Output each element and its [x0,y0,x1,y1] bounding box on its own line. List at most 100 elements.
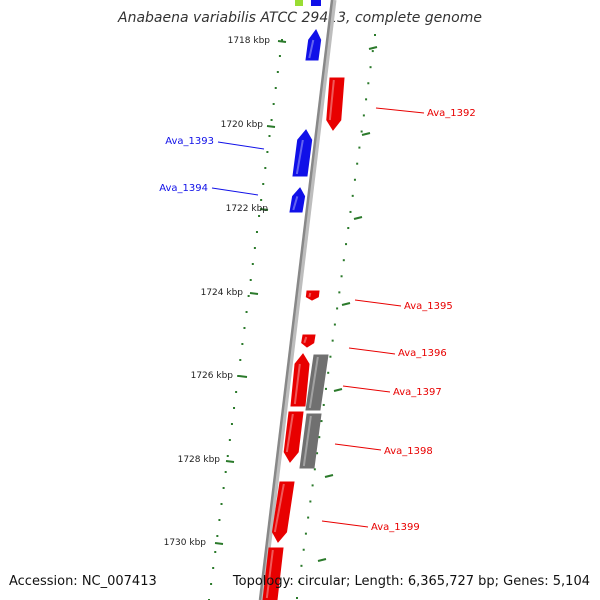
gene-arrow-forward[interactable] [290,353,310,407]
accession-text: Accession: NC_007413 [9,574,157,589]
outer-ring-dot [362,114,365,117]
inner-ring-dot [235,391,238,393]
outer-ring-dot [347,227,350,230]
gene-shading [308,39,315,59]
outer-ring-dot [369,66,372,69]
inner-ring-dot [272,103,275,105]
outer-ring-dot [298,580,301,583]
gene-arrow-reverse[interactable] [305,29,322,61]
outer-ring-dot [333,323,336,326]
outer-ring-dot [365,98,368,101]
inner-ring-dot [245,311,248,313]
outer-ring-dot [345,243,348,246]
gene-arrow[interactable] [289,187,306,213]
gene-label[interactable]: Ava_1394 [159,183,208,194]
inner-ring-dot [241,343,244,345]
scale-tick-label: 1730 kbp [164,538,207,548]
inner-ring-dot [274,87,277,89]
outer-ring-dot [302,548,305,551]
gene-label[interactable]: Ava_1393 [165,136,214,147]
outer-ring-dot [358,146,361,149]
scale-tick [249,292,259,295]
scale-tick-label: 1722 kbp [226,204,269,214]
outer-ring-dot [307,516,310,519]
outer-ring-dot [313,468,316,471]
gene-label-leader [334,443,382,451]
gene-label[interactable]: Ava_1392 [427,108,476,119]
inner-ring-dot [260,199,263,201]
outer-ring-dot [367,82,370,85]
scale-tick-label: 1728 kbp [178,455,221,465]
outer-ring-dot [356,162,359,165]
inner-ring-dot [278,55,281,57]
gene-shading [273,483,285,533]
inner-ring-dot [239,359,242,361]
outer-ring-dot [331,339,334,342]
inner-ring-dot [216,535,219,537]
genome-backbone [258,0,334,600]
outer-ring-dash [341,302,351,306]
inner-ring-dot [251,263,254,265]
inner-ring-dot [268,135,271,137]
outer-ring-dot [371,50,374,53]
inner-ring-dot [262,183,265,185]
scale-tick [214,542,224,545]
backbone-shadow [259,0,337,600]
scale-tick [238,375,248,378]
inner-ring-dot [233,407,236,409]
outer-ring-dot [329,355,332,358]
inner-ring-dot [281,39,283,41]
outer-ring-dot [360,130,363,133]
gene-shading [265,549,274,599]
outer-ring-dash [368,46,378,50]
outer-ring-dot [351,194,354,197]
gene-shading [293,363,301,405]
gene-shading [295,139,304,175]
gene-arrow-forward[interactable] [283,411,304,463]
gene-shading [292,196,299,211]
gene-arrow[interactable] [326,77,345,131]
gene-arrow[interactable] [301,334,316,348]
gene-label[interactable]: Ava_1398 [384,446,433,457]
gene-arrow-forward[interactable] [262,547,284,600]
genome-title: Anabaena variabilis ATCC 29413, complete… [118,10,482,26]
scale-tick-label: 1726 kbp [191,371,234,381]
gene-feature-partial[interactable] [311,0,321,6]
inner-ring-dot [226,455,229,457]
inner-ring-dot [224,471,227,473]
outer-ring-dot [322,403,325,406]
scale-tick-label: 1718 kbp [228,36,271,46]
scale-tick [266,125,276,128]
outer-ring-dot [349,210,352,213]
outer-ring-dash [333,388,343,392]
inner-ring-dot [258,215,261,217]
gene-arrow[interactable] [305,354,329,411]
gene-label[interactable]: Ava_1396 [398,348,447,359]
inner-ring-dot [243,327,246,329]
inner-ring-dot [237,375,240,377]
inner-ring-dot [249,279,252,281]
gene-label-leader [354,299,402,307]
gene-arrow[interactable] [292,129,313,177]
outer-ring-dash [353,216,363,220]
gene-label[interactable]: Ava_1397 [393,387,442,398]
inner-ring-dot [214,551,217,553]
outer-ring-dot [336,307,339,310]
gene-shading [308,292,312,298]
gene-arrow[interactable] [271,481,295,543]
gene-arrow[interactable] [299,413,322,469]
inner-ring-dot [222,487,225,489]
gene-shading [303,336,308,344]
gene-label[interactable]: Ava_1395 [404,301,453,312]
outer-ring-dot [327,371,330,374]
outer-ring-dot [338,291,341,294]
gene-feature-partial[interactable] [295,0,303,6]
inner-ring-dot [270,119,273,121]
genome-summary-text: Topology: circular; Length: 6,365,727 bp… [232,574,590,589]
scale-tick-label: 1724 kbp [201,288,244,298]
gene-arrow[interactable] [305,290,320,301]
gene-label-leader [321,520,369,528]
gene-label[interactable]: Ava_1399 [371,522,420,533]
